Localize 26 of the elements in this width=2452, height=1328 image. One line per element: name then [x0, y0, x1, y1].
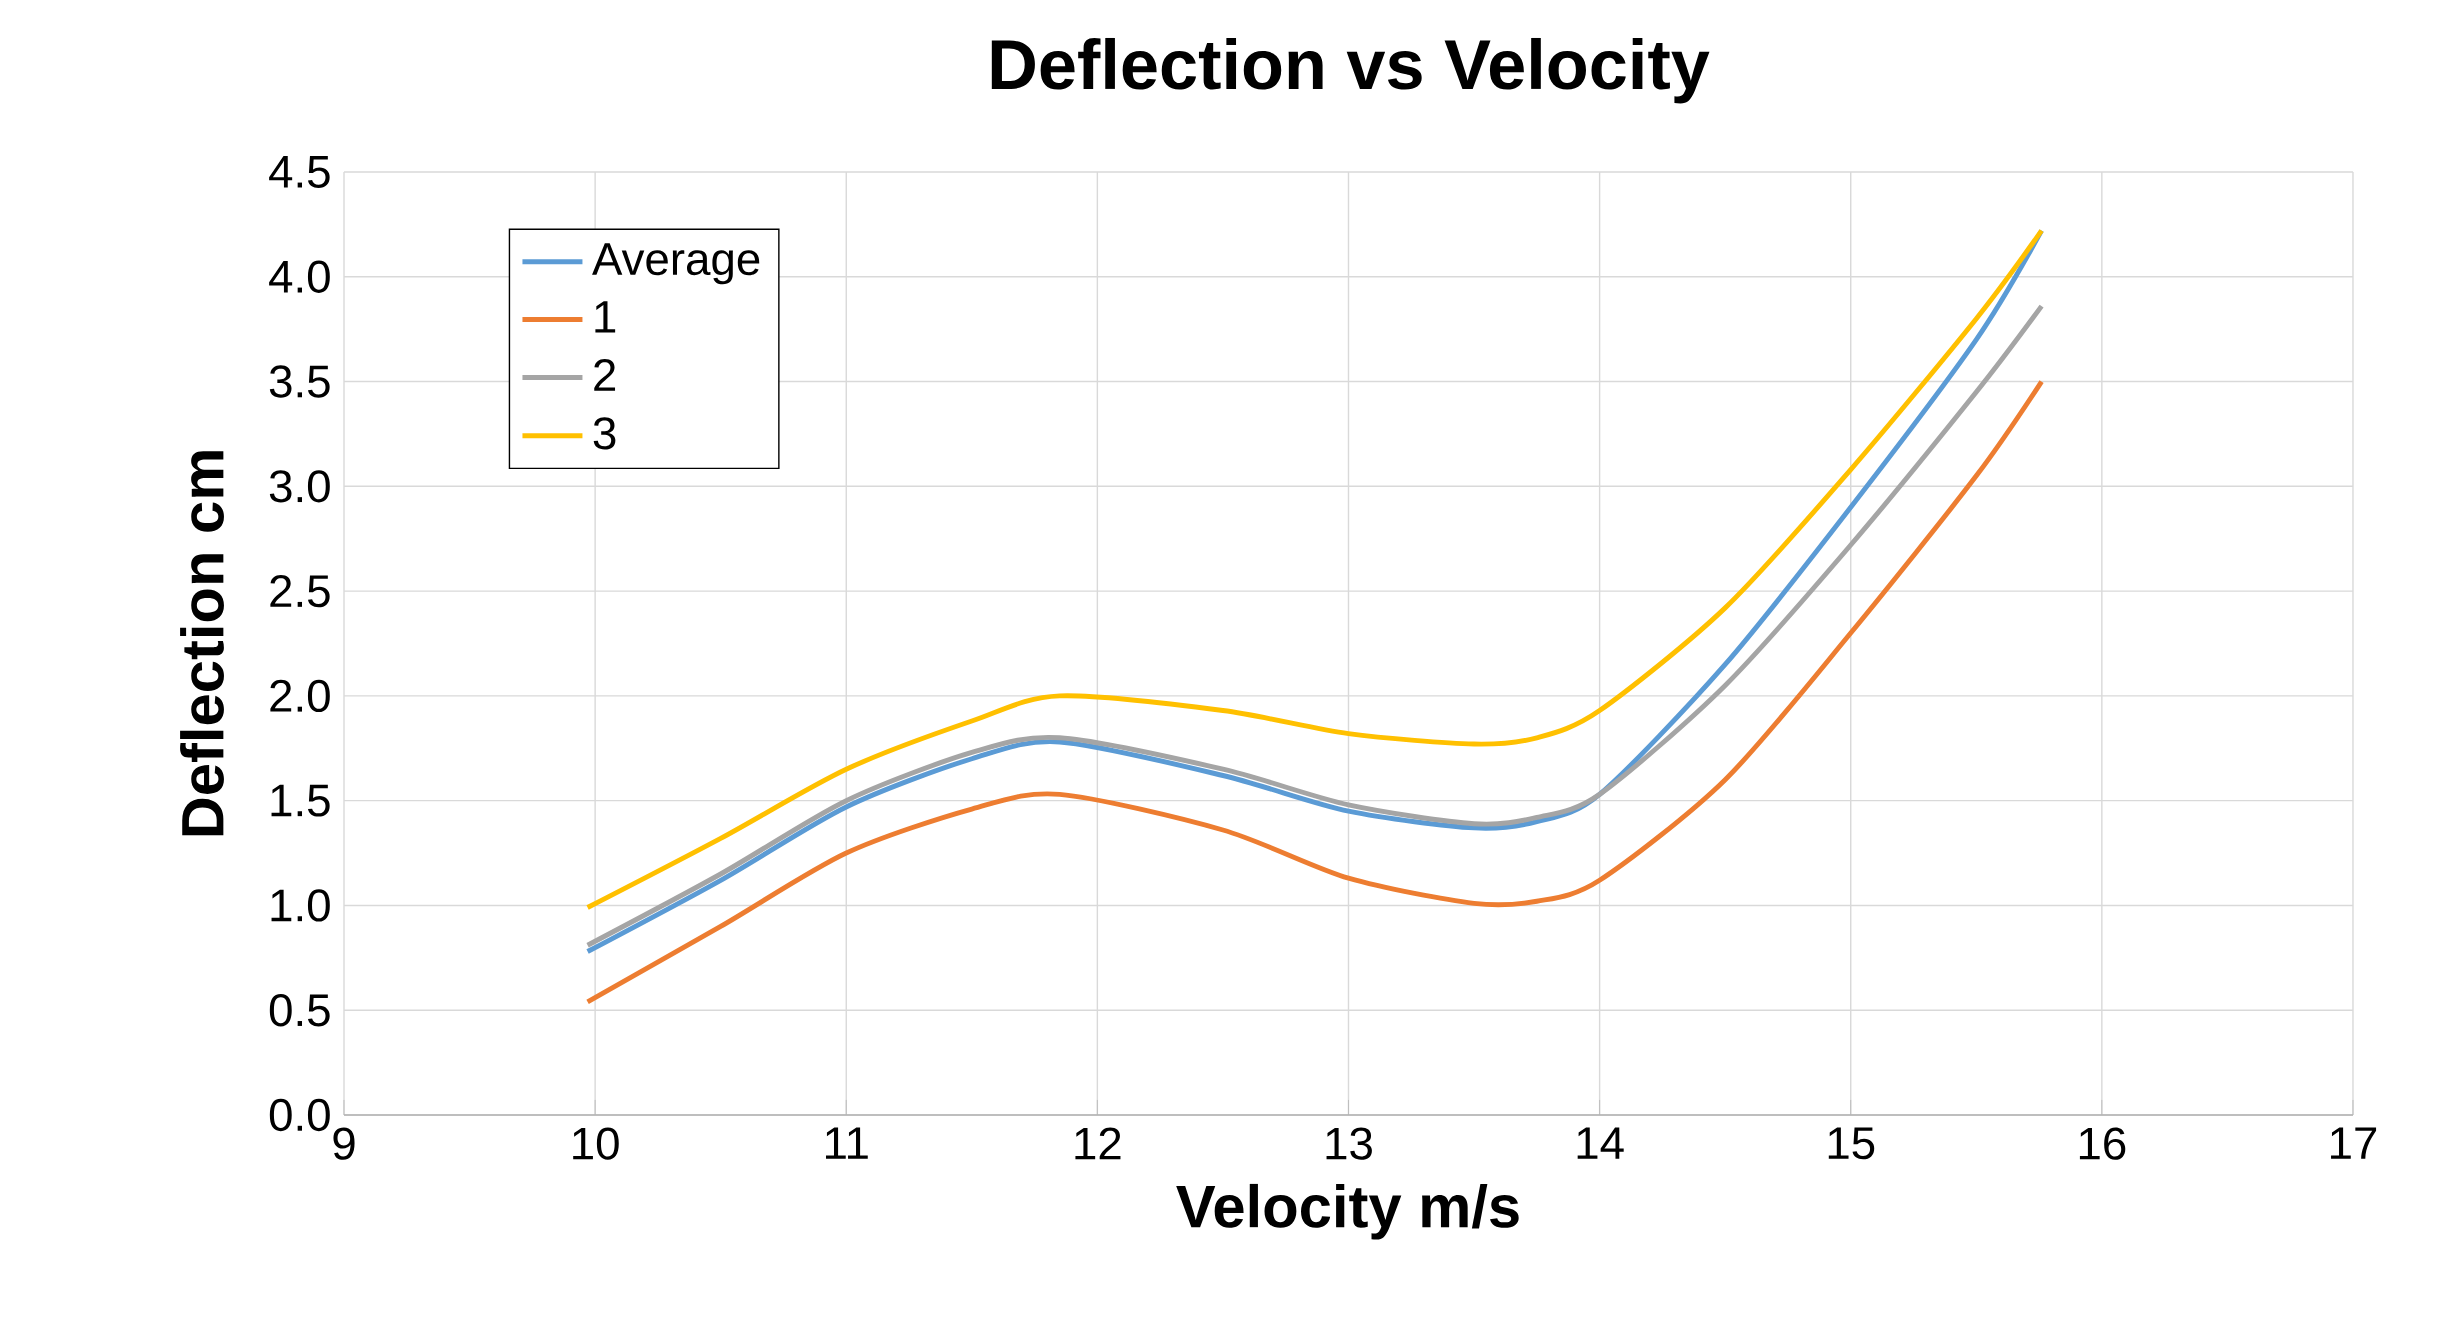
- x-tick-label: 10: [573, 1127, 619, 1160]
- y-tick-label: 2.5: [270, 574, 330, 608]
- legend-label: 3: [593, 417, 616, 450]
- y-tick-label: 1.0: [271, 889, 330, 922]
- y-tick-label: 0.5: [269, 994, 330, 1027]
- y-tick-label: 0.0: [269, 1098, 330, 1132]
- x-tick-label: 9: [333, 1127, 355, 1160]
- y-tick-label: 3.5: [269, 365, 330, 398]
- x-tick-label: 11: [826, 1127, 868, 1159]
- y-tick-label: 4.0: [269, 260, 330, 293]
- x-axis-title: Velocity m/s: [1176, 1183, 1519, 1240]
- y-tick-label: 4.5: [269, 156, 330, 188]
- x-tick-label: 13: [1326, 1127, 1372, 1160]
- legend-label: Average: [592, 243, 760, 285]
- y-tick-label: 2.0: [270, 679, 330, 713]
- x-tick-label: 16: [2079, 1127, 2126, 1160]
- legend-label: 1: [595, 301, 616, 333]
- x-tick-label: 12: [1075, 1127, 1121, 1160]
- y-axis-title: Deflection cm: [180, 451, 224, 836]
- chart-title: Deflection vs Velocity: [991, 37, 1710, 104]
- x-tick-label: 15: [1828, 1127, 1875, 1160]
- x-tick-label: 17: [2331, 1127, 2377, 1159]
- legend-label: 2: [594, 358, 616, 391]
- y-tick-label: 1.5: [271, 784, 330, 817]
- x-tick-label: 14: [1577, 1127, 1624, 1159]
- y-tick-label: 3.0: [269, 470, 330, 503]
